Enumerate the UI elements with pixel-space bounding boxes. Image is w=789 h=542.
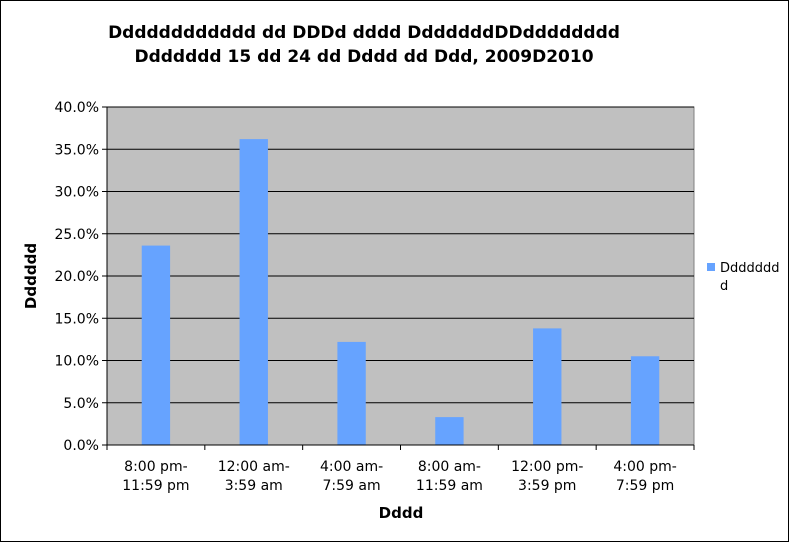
x-tick-label: 4:00 pm- xyxy=(613,459,676,475)
chart-title-line-1: Dddddddddddd dd DDDd dddd DddddddDDddddd… xyxy=(108,23,620,43)
bars xyxy=(141,139,660,446)
bar xyxy=(337,341,366,445)
y-tick-label: 20.0% xyxy=(55,269,99,285)
x-tick-label: 7:59 am xyxy=(323,478,381,494)
x-tick-label: 11:59 am xyxy=(416,478,483,494)
y-axis-ticks: 0.0% 5.0% 10.0% 15.0% 20.0% 25.0% 30.0% 35.0% 40… xyxy=(55,100,694,454)
x-axis-ticks: 8:00 pm- 11:59 pm 12:00 am- 3:59 am 4:00 am-… xyxy=(106,445,695,494)
legend-label-line-1: Ddddddd xyxy=(720,261,780,276)
y-tick-label: 35.0% xyxy=(55,142,99,158)
y-tick-label: 10.0% xyxy=(55,354,99,370)
x-tick-label: 11:59 pm xyxy=(122,478,189,494)
y-axis-title: Dddddd xyxy=(22,243,40,309)
bar xyxy=(435,417,464,445)
bar xyxy=(239,139,268,446)
x-tick-label: 12:00 am- xyxy=(218,459,290,475)
x-tick-label: 12:00 pm- xyxy=(511,459,583,475)
x-axis-title: Dddd xyxy=(379,504,424,522)
y-tick-label: 30.0% xyxy=(55,185,99,201)
x-tick-label: 3:59 pm xyxy=(518,478,576,494)
legend-swatch xyxy=(707,263,715,271)
x-tick-label: 8:00 pm- xyxy=(124,459,187,475)
x-tick-label: 4:00 am- xyxy=(320,459,383,475)
y-tick-label: 0.0% xyxy=(63,438,99,454)
y-tick-label: 40.0% xyxy=(55,100,99,116)
bar xyxy=(141,245,171,445)
legend: Ddddddd d xyxy=(707,261,780,294)
x-tick-label: 7:59 pm xyxy=(616,478,674,494)
chart-title-line-2: Ddddddd 15 dd 24 dd Dddd dd Ddd, 2009D20… xyxy=(134,47,593,67)
gridlines xyxy=(107,106,694,404)
bar xyxy=(630,356,660,445)
y-tick-label: 5.0% xyxy=(63,396,99,412)
bar xyxy=(533,328,562,445)
legend-label-line-2: d xyxy=(720,279,728,294)
x-tick-label: 3:59 am xyxy=(225,478,283,494)
y-tick-label: 15.0% xyxy=(55,311,99,327)
y-tick-label: 25.0% xyxy=(55,227,99,243)
x-tick-label: 8:00 am- xyxy=(418,459,481,475)
